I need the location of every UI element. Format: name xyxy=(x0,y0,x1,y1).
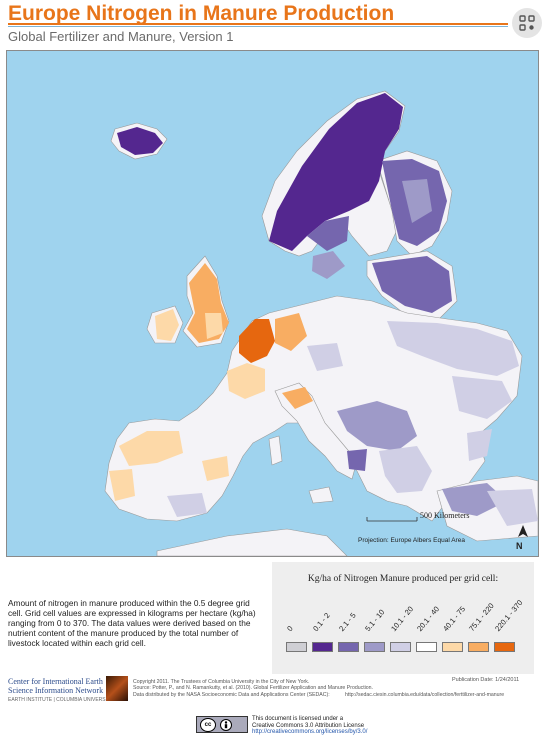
legend-label: 2.1 - 5 xyxy=(337,610,358,633)
org-logo-image xyxy=(106,676,128,701)
creative-commons-icon: cc xyxy=(200,717,216,732)
copyright-block: Copyright 2011. The Trustees of Columbia… xyxy=(133,679,463,698)
map-description: Amount of nitrogen in manure produced wi… xyxy=(8,598,256,648)
search-icon xyxy=(519,15,535,31)
north-label: N xyxy=(516,541,523,551)
distribution-line: Data distributed by the NASA Socioeconom… xyxy=(133,691,330,698)
scale-label: 500 Kilometers xyxy=(420,511,470,520)
legend-swatch xyxy=(312,642,333,652)
source-line: Source: Potter, P., and N. Ramankutty, e… xyxy=(133,685,373,692)
org-subtitle: EARTH INSTITUTE | COLUMBIA UNIVERSITY xyxy=(8,697,114,703)
legend-label: 220.1 - 370 xyxy=(493,598,525,633)
legend-title: Kg/ha of Nitrogen Manure produced per gr… xyxy=(307,574,499,584)
north-arrow-icon xyxy=(518,525,528,537)
value-cells-scandinavia xyxy=(117,93,452,313)
projection-label: Projection: Europe Albers Equal Area xyxy=(358,537,465,544)
scale-bar xyxy=(366,517,418,522)
legend-label: 20.1 - 40 xyxy=(415,604,442,633)
value-cells-west xyxy=(109,263,313,501)
title-rule-secondary xyxy=(8,26,508,27)
legend: Kg/ha of Nitrogen Manure produced per gr… xyxy=(272,562,534,674)
license-line-2: Creative Commons 3.0 Attribution License xyxy=(252,722,365,729)
org-line-2: Science Information Network xyxy=(8,685,104,695)
org-line-1: Center for International Earth xyxy=(8,677,103,686)
attribution-icon xyxy=(220,718,232,731)
legend-swatch xyxy=(442,642,463,652)
org-name: Center for International Earth Science I… xyxy=(8,677,104,695)
legend-label: 0 xyxy=(285,624,295,633)
license-link[interactable]: http://creativecommons.org/licenses/by/3… xyxy=(252,729,368,735)
license-line-1: This document is licensed under a xyxy=(252,716,344,722)
legend-swatch xyxy=(364,642,385,652)
legend-label: 40.1 - 75 xyxy=(441,604,468,633)
north-arrow: N xyxy=(516,525,530,551)
copyright-line: Copyright 2011. The Trustees of Columbia… xyxy=(133,679,310,685)
legend-swatch xyxy=(468,642,489,652)
data-url[interactable]: http://sedac.ciesin.columbia.edu/data/co… xyxy=(345,692,505,698)
legend-swatch xyxy=(494,642,515,652)
europe-map xyxy=(6,50,539,557)
legend-swatch xyxy=(286,642,307,652)
value-cells-east xyxy=(167,321,538,526)
legend-label: 10.1 - 20 xyxy=(389,604,416,633)
map-canvas xyxy=(104,90,538,556)
legend-swatch xyxy=(416,642,437,652)
legend-swatch xyxy=(390,642,411,652)
legend-label: 0.1 - 2 xyxy=(311,610,332,633)
legend-swatch xyxy=(338,642,359,652)
legend-label: 5.1 - 10 xyxy=(363,607,387,633)
license-text: This document is licensed under a Creati… xyxy=(252,716,367,736)
page-title: Europe Nitrogen in Manure Production xyxy=(8,2,395,25)
visual-search-button[interactable] xyxy=(512,8,542,38)
page-subtitle: Global Fertilizer and Manure, Version 1 xyxy=(8,29,234,44)
publication-date: Publication Date: 1/24/2011 xyxy=(452,677,520,683)
cc-badge[interactable]: cc xyxy=(196,716,248,733)
legend-label: 75.1 - 220 xyxy=(467,601,496,633)
title-rule xyxy=(8,23,508,25)
